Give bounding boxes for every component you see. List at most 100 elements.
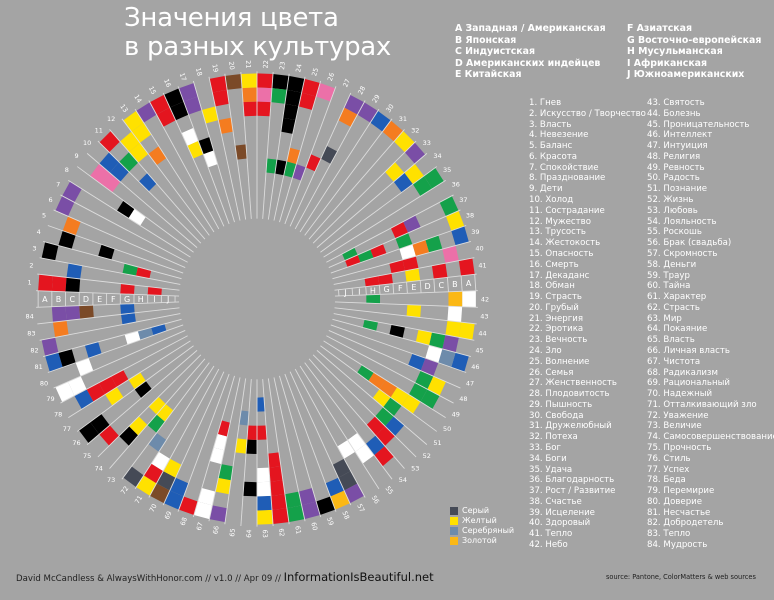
cell-item-65-F (235, 438, 248, 454)
spoke-line (267, 378, 290, 525)
item-number-label: 23 (278, 61, 287, 70)
spoke-line (333, 313, 475, 341)
cell-item-4-E (98, 244, 115, 260)
cell-item-83-B (52, 320, 69, 338)
page-title: Значения цвета в разных культурах (124, 4, 391, 62)
item-number-label: 79 (46, 395, 54, 403)
meaning-item: 26. Семья (529, 367, 574, 378)
item-number-label: 3 (32, 244, 36, 252)
meaning-item: 19. Страсть (529, 292, 582, 303)
item-number-label: 69 (163, 510, 174, 521)
item-number-label: 60 (309, 521, 319, 531)
cell-item-70-B (156, 471, 176, 491)
cell-item-79-B (68, 376, 87, 396)
meaning-item: 78. Беда (647, 475, 686, 486)
meaning-item: 49. Ревность (647, 162, 705, 173)
cell-item-63-C (257, 481, 271, 497)
meaning-item: 3. Власть (529, 119, 572, 130)
cell-item-26-A (316, 82, 336, 102)
cell-item-67-B (197, 487, 216, 506)
cell-item-51-D (383, 397, 402, 417)
meaning-item: 43. Святость (647, 98, 705, 108)
cell-item-62-A (271, 508, 289, 524)
cell-item-39-D (412, 239, 430, 257)
spoke-line (162, 92, 225, 227)
cell-item-63-B (257, 495, 272, 511)
culture-legend-col-2: F Азиатская G Восточно-европейская H Мус… (627, 23, 761, 81)
spoke-line (328, 330, 461, 389)
item-number-label: 58 (340, 510, 351, 521)
item-number-label: 2 (29, 261, 33, 269)
meaning-item: 16. Смерть (529, 259, 579, 270)
legend-label: Серый (462, 506, 490, 515)
item-number-label: 43 (480, 313, 488, 321)
spoke-line (177, 86, 230, 225)
item-number-label: 55 (384, 485, 395, 496)
cell-item-1-C (65, 277, 81, 293)
cell-item-24-B (284, 89, 302, 107)
spoke-line (86, 350, 198, 445)
cell-item-15-B (156, 107, 176, 127)
item-number-label: 73 (107, 476, 115, 484)
spoke-line (273, 377, 306, 522)
cell-item-72-A (123, 466, 144, 488)
spoke-line (284, 373, 337, 512)
spoke-line (208, 76, 241, 221)
cell-item-5-B (62, 216, 81, 236)
cell-item-50-G (357, 365, 374, 381)
ring-letter-B: B (452, 280, 458, 289)
brand-link[interactable]: InformationIsBeautiful.net (283, 570, 434, 584)
item-number-label: 74 (95, 465, 103, 473)
item-number-label: 27 (341, 78, 352, 89)
spoke-line (262, 71, 274, 219)
spoke-line (37, 307, 180, 325)
cell-item-16-A (164, 88, 184, 108)
meaning-item: 12. Мужество (529, 216, 591, 227)
cell-item-53-C (375, 426, 395, 446)
spoke-line (177, 373, 230, 512)
item-number-label: 18 (194, 67, 204, 77)
meaning-item: 34. Боги (529, 453, 567, 464)
cell-item-7-A (62, 181, 82, 203)
cell-item-22-A (257, 73, 273, 89)
cell-item-70-A (149, 483, 170, 504)
ring-letter-C: C (69, 295, 75, 304)
legend-swatch (450, 527, 458, 535)
item-number-label: 38 (466, 212, 474, 220)
ring-letter-H: H (138, 295, 144, 304)
item-number-label: 59 (325, 516, 335, 526)
ring-divider (433, 278, 436, 293)
item-number-label: 6 (48, 196, 52, 204)
ring-letter-J: J (343, 288, 346, 297)
cell-item-24-G (274, 159, 287, 176)
meaning-item: 7. Спокойствие (529, 162, 599, 173)
cell-item-72-D (148, 432, 167, 452)
cell-item-49-B (420, 389, 440, 410)
meaning-item: 46. Интеллект (647, 130, 713, 141)
cell-item-42-B (448, 291, 463, 307)
spoke-line (109, 358, 206, 469)
item-number-label: 65 (228, 528, 237, 537)
cell-item-84-D (79, 305, 94, 320)
item-number-label: 67 (195, 521, 205, 531)
item-number-label: 70 (148, 503, 159, 514)
cell-item-58-B (325, 477, 345, 497)
meaning-item: 41. Тепло (529, 529, 573, 540)
legend-swatch (450, 537, 458, 545)
meaning-item: 39. Исцеление (529, 507, 595, 518)
cell-item-28-B (338, 107, 358, 127)
meaning-item: 1. Гнев (529, 98, 562, 108)
item-number-label: 32 (411, 126, 419, 134)
cell-item-81-H (137, 327, 154, 340)
item-number-label: 57 (355, 503, 366, 514)
legend-swatch (450, 507, 458, 515)
cell-item-74-C (119, 426, 139, 446)
cell-item-52-D (375, 407, 394, 427)
cell-item-25-B (298, 92, 317, 111)
meaning-item: 48. Религия (647, 151, 701, 162)
item-number-label: 39 (471, 228, 479, 236)
spoke-line (240, 379, 252, 527)
meaning-item: 63. Мир (647, 313, 682, 324)
ring-divider (365, 286, 367, 295)
